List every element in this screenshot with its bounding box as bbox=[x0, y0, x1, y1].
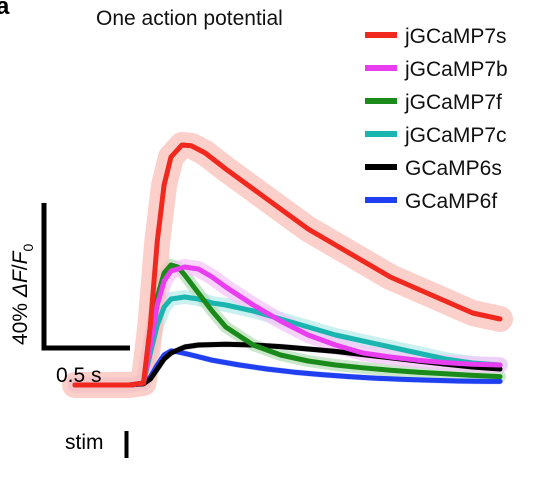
legend-label-gcamp6s: GCaMP6s bbox=[405, 157, 502, 180]
legend-label-jgcamp7b: jGCaMP7b bbox=[404, 58, 508, 81]
y-scale-f0: F bbox=[9, 250, 32, 264]
y-scale-label: 40% ΔF/F0 bbox=[9, 244, 36, 345]
y-scale-slash: / bbox=[9, 264, 32, 270]
y-scale-f: F bbox=[9, 269, 32, 283]
chart-title: One action potential bbox=[96, 7, 283, 30]
x-scale-label: 0.5 s bbox=[56, 364, 102, 387]
stim-label: stim bbox=[65, 431, 104, 454]
y-scale-prefix: 40% bbox=[9, 297, 32, 345]
legend-label-jgcamp7f: jGCaMP7f bbox=[404, 91, 502, 114]
legend-label-jgcamp7s: jGCaMP7s bbox=[404, 25, 507, 48]
legend: jGCaMP7s jGCaMP7b jGCaMP7f jGCaMP7c GCaMP6s G… bbox=[365, 25, 508, 213]
series-line-jgcamp7s bbox=[72, 142, 503, 388]
series-lines bbox=[72, 142, 503, 388]
panel-label: a bbox=[0, 0, 10, 20]
legend-label-jgcamp7c: jGCaMP7c bbox=[404, 124, 507, 147]
legend-label-gcamp6f: GCaMP6f bbox=[405, 190, 497, 213]
y-scale-sub: 0 bbox=[20, 244, 36, 252]
y-scale-delta: Δ bbox=[9, 283, 32, 298]
